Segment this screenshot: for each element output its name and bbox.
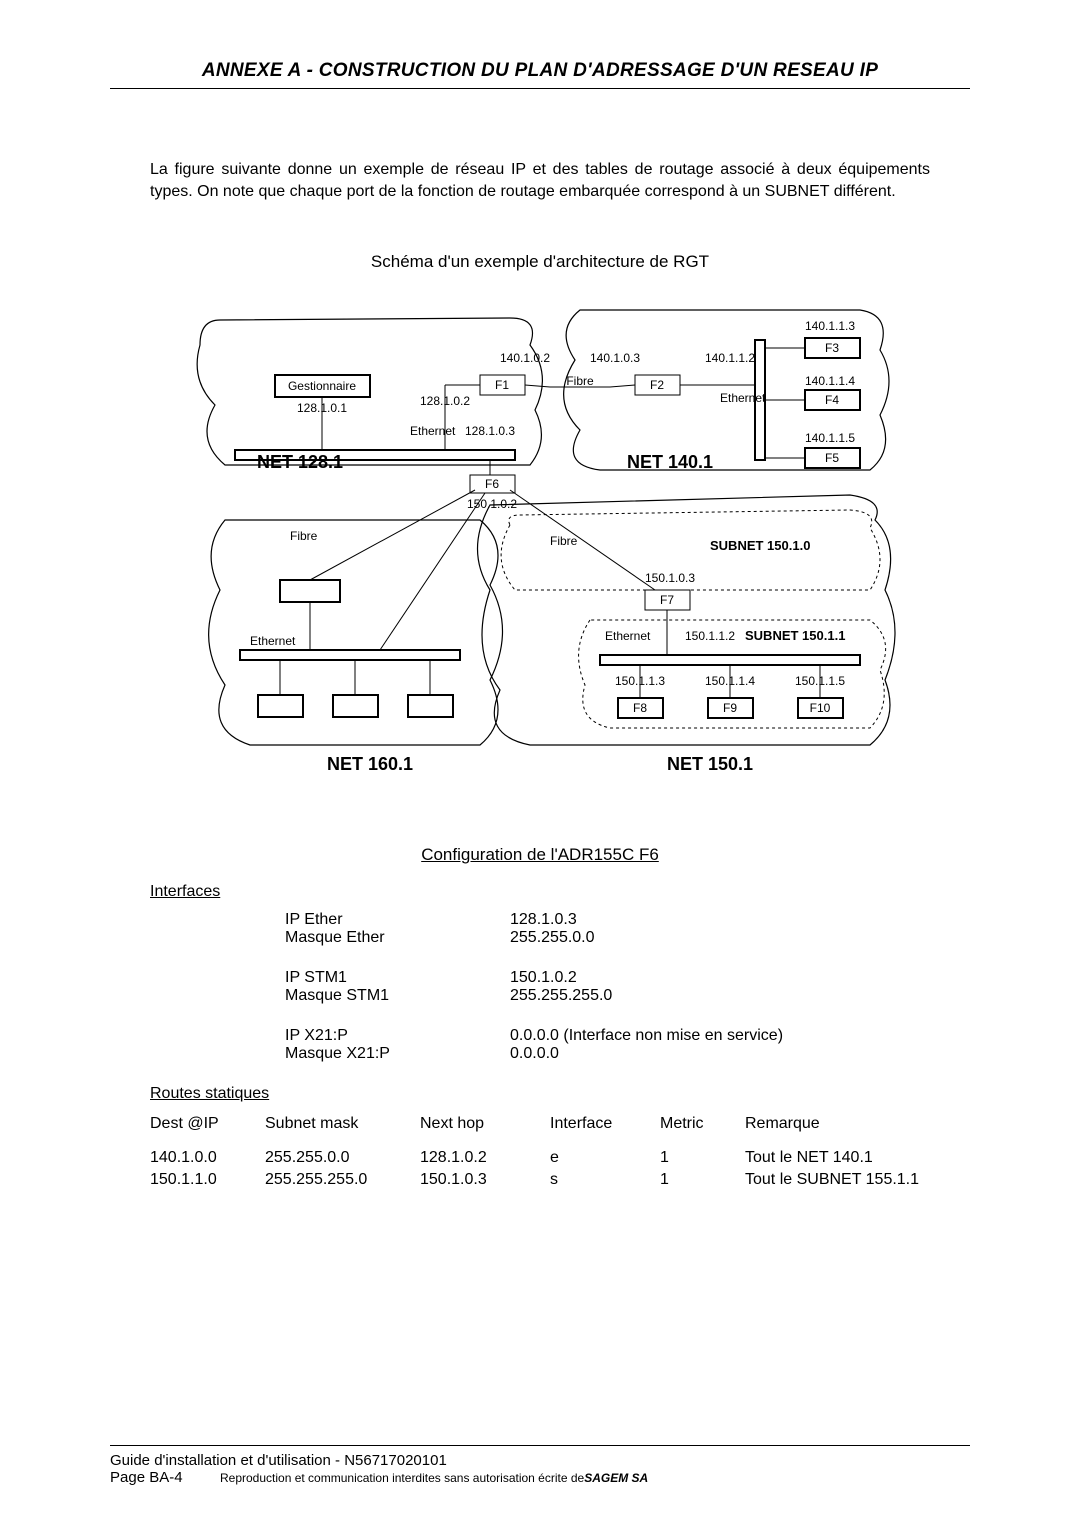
iface-label: IP STM1 <box>285 969 510 987</box>
cell: e <box>550 1149 660 1167</box>
f6-label: F6 <box>485 477 499 491</box>
iface-block-2: IP STM1150.1.0.2 Masque STM1255.255.255.… <box>285 969 970 1005</box>
net-150-label: NET 150.1 <box>667 754 753 774</box>
routes-table: Dest @IP Subnet mask Next hop Interface … <box>150 1115 930 1189</box>
iface-val: 255.255.255.0 <box>510 987 612 1005</box>
cell: 128.1.0.2 <box>420 1149 550 1167</box>
col-mask: Subnet mask <box>265 1115 420 1133</box>
cell: Tout le NET 140.1 <box>745 1149 930 1167</box>
cell: 150.1.1.0 <box>150 1171 265 1189</box>
f3-label: F3 <box>825 341 839 355</box>
ip-140-1-1-3: 140.1.1.3 <box>805 319 855 333</box>
fibre-top: Fibre <box>566 374 594 388</box>
ethernet-150: Ethernet <box>605 629 651 643</box>
page-footer: Guide d'installation et d'utilisation - … <box>110 1445 970 1486</box>
footer-page-number: Page BA-4 <box>110 1469 220 1486</box>
f7-label: F7 <box>660 593 674 607</box>
diagram-title: Schéma d'un exemple d'architecture de RG… <box>110 252 970 272</box>
f5-label: F5 <box>825 451 839 465</box>
cell: Tout le SUBNET 155.1.1 <box>745 1171 930 1189</box>
f8-label: F8 <box>633 701 647 715</box>
gestionnaire-label: Gestionnaire <box>288 379 356 393</box>
iface-val: 150.1.0.2 <box>510 969 577 987</box>
iface-val: 255.255.0.0 <box>510 929 595 947</box>
ethernet-top: Ethernet <box>720 391 766 405</box>
iface-label: Masque Ether <box>285 929 510 947</box>
cell: 1 <box>660 1171 745 1189</box>
iface-label: Masque X21:P <box>285 1045 510 1063</box>
header-rule <box>110 88 970 89</box>
ethernet-mid: Ethernet <box>410 424 456 438</box>
cell: 255.255.255.0 <box>265 1171 420 1189</box>
f1-label: F1 <box>495 378 509 392</box>
ip-140-1-1-5: 140.1.1.5 <box>805 431 855 445</box>
fibre-right: Fibre <box>550 534 578 548</box>
subnet-150-1-1: SUBNET 150.1.1 <box>745 628 845 643</box>
col-dest: Dest @IP <box>150 1115 265 1133</box>
cell: s <box>550 1171 660 1189</box>
network-diagram: Gestionnaire 128.1.0.1 NET 128.1 128.1.0… <box>170 290 910 790</box>
net-128-label: NET 128.1 <box>257 452 343 472</box>
table-row: 150.1.1.0 255.255.255.0 150.1.0.3 s 1 To… <box>150 1171 930 1189</box>
iface-label: IP Ether <box>285 911 510 929</box>
f4-label: F4 <box>825 393 839 407</box>
interfaces-heading: Interfaces <box>150 883 970 901</box>
config-title: Configuration de l'ADR155C F6 <box>110 845 970 865</box>
table-row: 140.1.0.0 255.255.0.0 128.1.0.2 e 1 Tout… <box>150 1149 930 1167</box>
f9-label: F9 <box>723 701 737 715</box>
intro-paragraph: La figure suivante donne un exemple de r… <box>150 159 930 202</box>
f2-label: F2 <box>650 378 664 392</box>
net-160-label: NET 160.1 <box>327 754 413 774</box>
iface-block-3: IP X21:P0.0.0.0 (Interface non mise en s… <box>285 1027 970 1063</box>
cell: 140.1.0.0 <box>150 1149 265 1167</box>
ip-140-1-0-3: 140.1.0.3 <box>590 351 640 365</box>
f10-label: F10 <box>810 701 831 715</box>
iface-val: 128.1.0.3 <box>510 911 577 929</box>
iface-label: IP X21:P <box>285 1027 510 1045</box>
ethernet-160: Ethernet <box>250 634 296 648</box>
ip-140-1-1-2: 140.1.1.2 <box>705 351 755 365</box>
page-header-title: ANNEXE A - CONSTRUCTION DU PLAN D'ADRESS… <box>110 60 970 82</box>
footer-sagem: SAGEM SA <box>584 1471 648 1485</box>
col-hop: Next hop <box>420 1115 550 1133</box>
col-iface: Interface <box>550 1115 660 1133</box>
footer-copyright: Reproduction et communication interdites… <box>220 1471 584 1485</box>
cell: 150.1.0.3 <box>420 1171 550 1189</box>
cell: 1 <box>660 1149 745 1167</box>
iface-label: Masque STM1 <box>285 987 510 1005</box>
ip-140-1-0-2: 140.1.0.2 <box>500 351 550 365</box>
iface-val: 0.0.0.0 (Interface non mise en service) <box>510 1027 783 1045</box>
routes-heading: Routes statiques <box>150 1085 970 1103</box>
iface-block-1: IP Ether128.1.0.3 Masque Ether255.255.0.… <box>285 911 970 947</box>
net-140-label: NET 140.1 <box>627 452 713 472</box>
ip-140-1-1-4: 140.1.1.4 <box>805 374 855 388</box>
subnet-150-1-0: SUBNET 150.1.0 <box>710 538 810 553</box>
col-metric: Metric <box>660 1115 745 1133</box>
ip-128-1-0-3: 128.1.0.3 <box>465 424 515 438</box>
footer-rule <box>110 1445 970 1446</box>
iface-val: 0.0.0.0 <box>510 1045 559 1063</box>
ip-150-1-1-2: 150.1.1.2 <box>685 629 735 643</box>
ip-150-1-0-3: 150.1.0.3 <box>645 571 695 585</box>
col-remark: Remarque <box>745 1115 930 1133</box>
footer-guide: Guide d'installation et d'utilisation - … <box>110 1452 970 1469</box>
cell: 255.255.0.0 <box>265 1149 420 1167</box>
fibre-left: Fibre <box>290 529 318 543</box>
